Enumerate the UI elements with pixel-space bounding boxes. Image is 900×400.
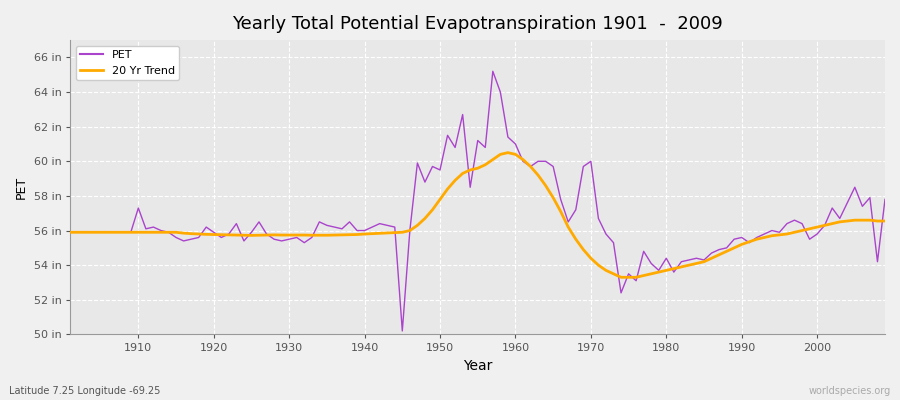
- Y-axis label: PET: PET: [15, 176, 28, 199]
- Legend: PET, 20 Yr Trend: PET, 20 Yr Trend: [76, 46, 179, 80]
- Text: Latitude 7.25 Longitude -69.25: Latitude 7.25 Longitude -69.25: [9, 386, 160, 396]
- Title: Yearly Total Potential Evapotranspiration 1901  -  2009: Yearly Total Potential Evapotranspiratio…: [232, 15, 723, 33]
- X-axis label: Year: Year: [463, 359, 492, 373]
- Text: worldspecies.org: worldspecies.org: [809, 386, 891, 396]
